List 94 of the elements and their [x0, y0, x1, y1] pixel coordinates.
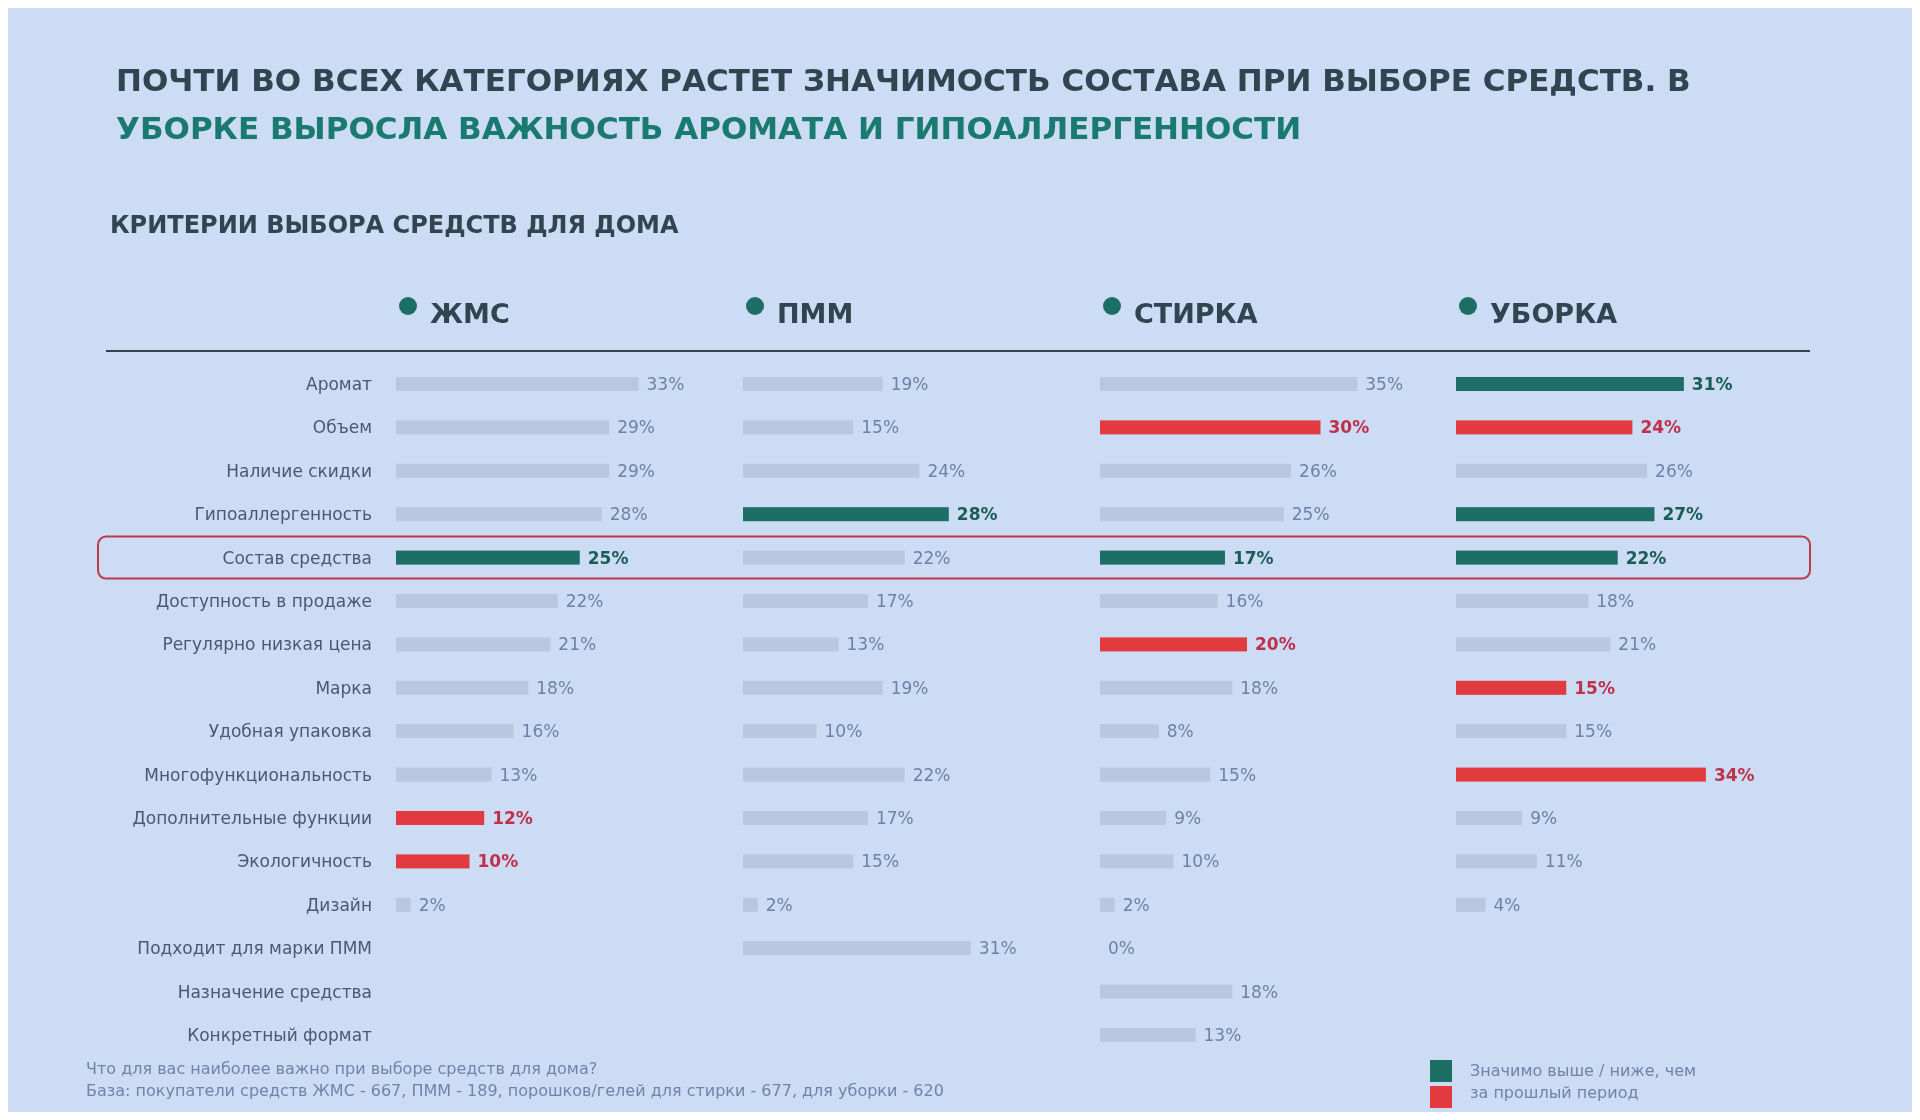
data-label: 9% [1174, 808, 1202, 828]
data-label: 10% [477, 851, 519, 872]
chart-title: УБОРКА [1490, 298, 1618, 329]
data-label: 31% [978, 938, 1017, 959]
y-tick-label: Экологичность [237, 851, 372, 872]
bar [396, 811, 485, 825]
data-label: 19% [890, 677, 929, 698]
data-label: 22% [1625, 547, 1667, 568]
data-label: 10% [1181, 851, 1220, 872]
bar [1100, 637, 1247, 652]
y-tick-label: Многофункциональность [144, 764, 372, 785]
data-label: 2% [418, 894, 446, 915]
data-label: 18% [1240, 677, 1279, 698]
data-label: 26% [1299, 460, 1337, 481]
data-label: 8% [1166, 721, 1194, 742]
data-label: 17% [875, 591, 914, 611]
data-label: 28% [609, 504, 648, 525]
data-label: 21% [1618, 634, 1657, 655]
y-tick-label: Подходит для марки ПММ [137, 938, 372, 959]
y-tick-label: Наличие скидки [226, 460, 372, 481]
bar [1456, 550, 1618, 565]
data-label: 13% [499, 764, 538, 785]
y-tick-label: Назначение средства [177, 981, 372, 1002]
data-label: 28% [956, 504, 998, 525]
data-label: 16% [521, 721, 560, 742]
data-label: 0% [1108, 938, 1135, 959]
data-label: 17% [1232, 547, 1274, 568]
chart-title: ЖМС [430, 298, 510, 329]
data-label: 26% [1655, 460, 1693, 481]
chart-title: СТИРКА [1134, 298, 1258, 329]
bar [1456, 420, 1633, 435]
data-label: 13% [846, 634, 885, 655]
data-label: 25% [587, 547, 629, 568]
text: Значимо выше / ниже, чем за прошлый период [1470, 1061, 1697, 1102]
data-label: 22% [565, 591, 604, 611]
data-label: 27% [1662, 504, 1704, 525]
y-tick-label: Конкретный формат [187, 1025, 373, 1045]
text: Что для вас наиболее важно при выборе средств для дома? [86, 1059, 598, 1078]
data-label: 4% [1493, 894, 1521, 915]
y-tick-label: Дополнительные функции [132, 808, 372, 828]
y-tick-label: Доступность в продаже [156, 591, 372, 611]
data-label: 34% [1713, 764, 1755, 785]
bar [396, 550, 580, 565]
data-label: 29% [617, 417, 655, 438]
bar [1100, 420, 1321, 435]
data-label: 17% [875, 808, 914, 828]
y-tick-label: Удобная упаковка [208, 721, 372, 742]
y-tick-label: Объем [312, 417, 372, 438]
data-label: 15% [861, 851, 900, 872]
y-tick-label: Дизайн [306, 894, 372, 915]
data-label: 10% [824, 721, 863, 742]
y-tick-label: Марка [315, 677, 372, 698]
y-tick-label: Аромат [306, 374, 373, 394]
data-label: 21% [558, 634, 597, 655]
data-label: 29% [617, 460, 655, 481]
chart-title: ПММ [777, 298, 854, 329]
data-label: 13% [1203, 1025, 1242, 1045]
bar [396, 854, 470, 869]
data-label: 11% [1544, 851, 1583, 872]
data-label: 22% [912, 764, 951, 785]
data-label: 30% [1328, 417, 1370, 438]
data-label: 19% [890, 374, 929, 394]
data-label: 15% [1218, 764, 1257, 785]
data-label: 24% [927, 460, 966, 481]
data-label: 24% [1640, 417, 1682, 438]
y-tick-label: Состав средства [222, 547, 372, 568]
bar [1456, 507, 1655, 522]
data-label: 18% [1240, 981, 1279, 1002]
bar [743, 507, 949, 522]
text: КРИТЕРИИ ВЫБОРА СРЕДСТВ ДЛЯ ДОМА [110, 211, 679, 239]
bar [1456, 377, 1684, 391]
bar [1456, 680, 1567, 695]
data-label: 22% [912, 547, 951, 568]
data-label: 15% [861, 417, 900, 438]
text: ПОЧТИ ВО ВСЕХ КАТЕГОРИЯХ РАСТЕТ ЗНАЧИМОСТЬ СОСТАВА ПРИ ВЫБОРЕ СРЕДСТВ. В УБОРКЕ ВЫРОСЛА ВАЖНОСТЬ АРОМАТА И ГИПОАЛЛЕРГЕННОСТИ [116, 62, 1691, 146]
data-label: 33% [646, 374, 685, 394]
data-label: 15% [1574, 721, 1613, 742]
bar [1100, 550, 1225, 565]
data-label: 2% [765, 894, 793, 915]
y-tick-label: Регулярно низкая цена [162, 634, 372, 655]
data-label: 18% [1596, 591, 1635, 611]
bar [1456, 767, 1706, 782]
data-label: 31% [1691, 374, 1733, 394]
data-label: 25% [1291, 504, 1330, 525]
data-label: 12% [492, 808, 533, 828]
text: База: покупатели средств ЖМС - 667, ПММ - 189, порошков/гелей для стирки - 677, для уборки - 620 [86, 1081, 944, 1100]
y-tick-label: Гипоаллергенность [194, 504, 372, 525]
data-label: 35% [1365, 374, 1404, 394]
data-label: 16% [1225, 591, 1264, 611]
data-label: 15% [1574, 677, 1615, 698]
data-label: 18% [536, 677, 575, 698]
data-label: 2% [1122, 894, 1150, 915]
data-label: 9% [1530, 808, 1558, 828]
data-label: 20% [1255, 634, 1296, 655]
